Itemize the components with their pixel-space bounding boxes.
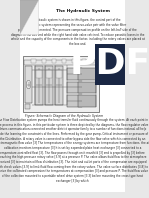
Text: Hydraulic system is shown in this figure, the control part of the
hydraulic syst: Hydraulic system is shown in this figure… [11, 18, 145, 46]
Bar [62, 59, 66, 63]
Bar [95, 44, 125, 85]
Bar [25, 66, 32, 103]
Bar [24, 60, 97, 65]
Text: Figure: Schematic Diagram of the Hydraulic System: Figure: Schematic Diagram of the Hydraul… [25, 114, 103, 118]
Circle shape [26, 80, 31, 89]
Bar [55, 66, 63, 105]
Polygon shape [20, 0, 39, 35]
Bar [25, 104, 30, 109]
Bar [45, 66, 53, 105]
Text: The Flow Distribution system pumps the heat transfer fluid continuously through : The Flow Distribution system pumps the h… [0, 118, 149, 183]
Bar [31, 59, 36, 63]
Bar [36, 70, 42, 78]
Bar [42, 59, 46, 63]
Bar [46, 70, 52, 78]
Bar [52, 59, 56, 63]
Bar [78, 95, 96, 107]
Bar [82, 59, 86, 63]
Bar [56, 70, 62, 78]
Polygon shape [20, 0, 39, 35]
Bar [72, 59, 76, 63]
Bar [90, 59, 94, 63]
Text: PDF: PDF [69, 47, 149, 81]
Text: The Hydraulic System: The Hydraulic System [56, 9, 110, 13]
Bar [66, 68, 82, 80]
Bar [23, 56, 98, 112]
Bar [66, 82, 82, 93]
Bar [78, 82, 96, 93]
Bar [78, 68, 96, 80]
Bar [66, 95, 82, 107]
Bar [35, 66, 43, 105]
